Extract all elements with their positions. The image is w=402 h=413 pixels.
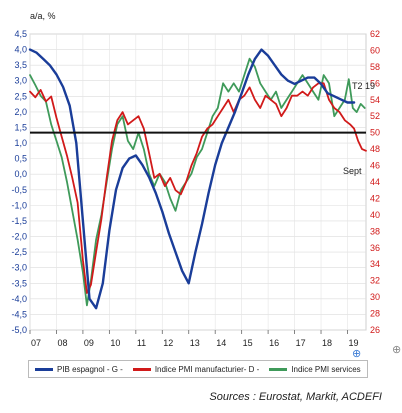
series-line-2 <box>29 57 366 307</box>
right-axis-ticks: 62 60 58 56 54 52 50 48 46 44 42 40 38 36 34 32 30 28 26 <box>370 29 380 335</box>
legend: PIB espagnol - G - Indice PMI manufactur… <box>28 360 368 378</box>
right-tick-label: 50 <box>370 128 380 138</box>
left-tick-label: -0,5 <box>11 185 27 195</box>
x-tick-label: 07 <box>31 338 41 348</box>
x-tick-label: 16 <box>269 338 279 348</box>
left-tick-label: 3,0 <box>14 76 27 86</box>
right-tick-label: 30 <box>370 292 380 302</box>
x-tick-label: 17 <box>296 338 306 348</box>
left-tick-label: -2,0 <box>11 232 27 242</box>
left-tick-label: 3,5 <box>14 60 27 70</box>
series-lines <box>28 48 367 310</box>
right-tick-label: 48 <box>370 144 380 154</box>
right-tick-label: 26 <box>370 325 380 335</box>
left-tick-label: 1,5 <box>14 122 27 132</box>
right-tick-label: 38 <box>370 226 380 236</box>
right-tick-label: 54 <box>370 95 380 105</box>
legend-item-pib: PIB espagnol - G - <box>35 365 123 374</box>
right-tick-label: 60 <box>370 45 380 55</box>
right-tick-label: 42 <box>370 193 380 203</box>
x-tick-label: 14 <box>216 338 226 348</box>
zoom-edge-icon[interactable]: ⊕ <box>392 344 402 356</box>
left-tick-label: -4,5 <box>11 309 27 319</box>
x-tick-label: 15 <box>243 338 253 348</box>
source-note: Sources : Eurostat, Markit, ACDEFI <box>209 391 382 403</box>
series-line-0 <box>28 48 356 310</box>
left-tick-label: 1,0 <box>14 138 27 148</box>
right-tick-label: 52 <box>370 111 380 121</box>
left-tick-label: 0,0 <box>14 169 27 179</box>
right-tick-label: 32 <box>370 276 380 286</box>
left-axis-unit: a/a, % <box>30 11 56 21</box>
x-tick-label: 18 <box>322 338 332 348</box>
series-line-1 <box>29 82 367 294</box>
left-tick-label: 2,5 <box>14 91 27 101</box>
legend-item-pmi-services: Indice PMI services <box>269 364 361 374</box>
annotation-sept: Sept <box>343 166 362 176</box>
left-tick-label: 4,0 <box>14 45 27 55</box>
legend-item-pmi-manufacturier: Indice PMI manufacturier- D - <box>132 364 260 374</box>
right-tick-label: 58 <box>370 62 380 72</box>
x-tick-label: 09 <box>84 338 94 348</box>
right-tick-label: 56 <box>370 78 380 88</box>
left-axis-ticks: 4,5 4,0 3,5 3,0 2,5 2,0 1,5 1,0 0,5 0,0 -0,5 -1,0 -1… <box>11 29 27 335</box>
legend-swatch-blue <box>35 367 53 371</box>
left-tick-label: -4,0 <box>11 294 27 304</box>
right-tick-label: 44 <box>370 177 380 187</box>
legend-label-pmi-services: Indice PMI services <box>291 364 361 374</box>
right-tick-label: 28 <box>370 309 380 319</box>
left-tick-label: 0,5 <box>14 154 27 164</box>
left-tick-label: 2,0 <box>14 107 27 117</box>
x-tick-label: 08 <box>57 338 67 348</box>
right-tick-label: 40 <box>370 210 380 220</box>
annotation-t2-19: T2 19 <box>352 81 375 91</box>
left-tick-label: -1,0 <box>11 200 27 210</box>
x-tick-label: 13 <box>190 338 200 348</box>
legend-swatch-green <box>269 367 288 371</box>
right-tick-label: 46 <box>370 161 380 171</box>
left-tick-label: -2,5 <box>11 247 27 257</box>
left-tick-label: -5,0 <box>11 325 27 335</box>
left-tick-label: 4,5 <box>14 29 27 39</box>
legend-label-pmi-manufacturier: Indice PMI manufacturier- D - <box>154 364 260 374</box>
x-tick-label: 19 <box>348 338 358 348</box>
zoom-in-icon[interactable]: ⊕ <box>352 348 362 360</box>
right-tick-label: 62 <box>370 29 380 39</box>
x-tick-label: 11 <box>137 338 146 348</box>
x-tick-label: 10 <box>110 338 120 348</box>
right-tick-label: 34 <box>370 259 380 269</box>
legend-label-pib: PIB espagnol - G - <box>57 364 123 374</box>
x-tick-label: 12 <box>163 338 173 348</box>
legend-swatch-red <box>132 367 151 371</box>
left-tick-label: -3,0 <box>11 263 27 273</box>
left-tick-label: -1,5 <box>11 216 27 226</box>
right-tick-label: 36 <box>370 243 380 253</box>
x-axis-ticks: 07 08 09 10 11 12 13 14 15 16 17 18 19 <box>29 330 358 348</box>
left-tick-label: -3,5 <box>11 278 27 288</box>
